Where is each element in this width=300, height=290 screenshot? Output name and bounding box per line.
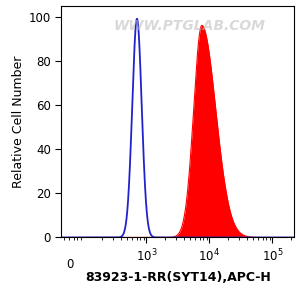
- X-axis label: 83923-1-RR(SYT14),APC-H: 83923-1-RR(SYT14),APC-H: [85, 271, 271, 284]
- Text: WWW.PTGLAB.COM: WWW.PTGLAB.COM: [114, 19, 266, 33]
- Y-axis label: Relative Cell Number: Relative Cell Number: [12, 55, 25, 188]
- Text: 0: 0: [66, 258, 73, 271]
